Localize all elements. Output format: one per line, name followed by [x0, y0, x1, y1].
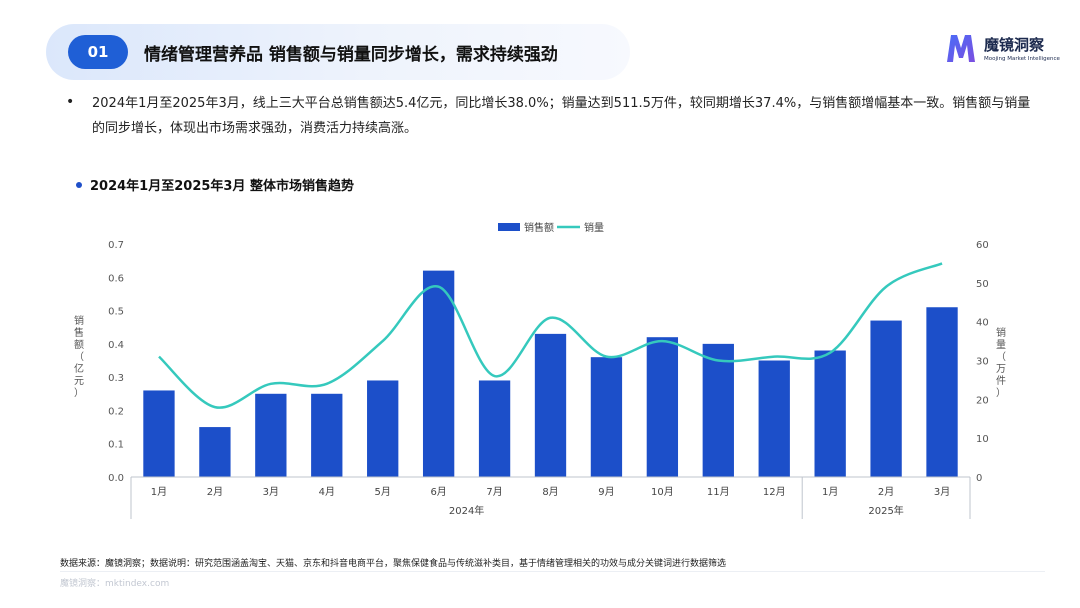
chart-container: 0.0 0.1 0.2 0.3 0.4 0.5 0.6 0.7 0 10 20 30 40 50 60 销售额…: [0, 200, 1080, 530]
chart-heading: 2024年1月至2025年3月 整体市场销售趋势: [76, 175, 354, 194]
x-tick-label: 1月: [151, 486, 167, 498]
bar-sales: [311, 393, 343, 477]
x-tick-label: 11月: [707, 486, 730, 498]
y-left-tick-label: 0.3: [108, 373, 124, 384]
bar-sales: [478, 380, 511, 477]
y-right-tick-label: 40: [976, 318, 989, 329]
chart-heading-text: 2024年1月至2025年3月 整体市场销售趋势: [90, 179, 354, 194]
bar-sales: [590, 357, 623, 477]
y-right-tick-label: 30: [976, 357, 989, 368]
line-volume: [158, 262, 943, 409]
footer-divider: [60, 571, 1045, 572]
bar-sales: [534, 333, 567, 477]
y-left-tick-label: 0.0: [108, 473, 124, 484]
bar-sales: [255, 393, 287, 477]
year-group-label: 2025年: [868, 504, 903, 517]
brand-logo: 魔镜洞察 Moojing Market Intelligence: [944, 32, 1060, 68]
bar-sales: [870, 320, 902, 477]
legend-swatch-sales: [498, 223, 520, 231]
header-banner: [46, 24, 630, 80]
bar-sales: [646, 337, 679, 477]
brand-mark-icon: [947, 35, 975, 62]
y-left-tick-label: 0.4: [108, 340, 124, 351]
y-left-tick-label: 0.5: [108, 307, 124, 318]
bar-sales: [758, 360, 790, 477]
y-right-tick-label: 60: [976, 240, 989, 251]
y-left-tick-label: 0.2: [108, 406, 124, 417]
x-tick-label: 1月: [822, 486, 838, 498]
legend-label-sales: 销售额: [524, 221, 554, 234]
x-tick-label: 8月: [542, 486, 558, 498]
bar-sales: [367, 380, 399, 477]
y-right-tick-label: 0: [976, 473, 982, 484]
footer-site: 魔镜洞察：mktindex.com: [60, 579, 170, 589]
x-tick-label: 7月: [486, 486, 502, 498]
legend-label-volume: 销量: [584, 221, 604, 234]
source-note: 数据来源：魔镜洞察；数据说明：研究范围涵盖淘宝、天猫、京东和抖音电商平台，聚焦保…: [60, 559, 727, 569]
y-left-tick-label: 0.6: [108, 273, 124, 284]
bullet-point: •: [66, 94, 75, 110]
y-left-tick-label: 0.1: [108, 440, 124, 451]
bar-sales: [814, 350, 846, 477]
bar-sales: [926, 307, 958, 477]
bar-sales: [199, 427, 231, 477]
year-group-label: 2024年: [449, 504, 484, 517]
heading-dot-icon: [76, 181, 82, 188]
summary-text: 2024年1月至2025年3月，线上三大平台总销售额达5.4亿元，同比增长38.…: [92, 96, 1031, 136]
x-tick-label: 4月: [319, 486, 335, 498]
bar-sales: [143, 390, 175, 477]
bar-sales: [702, 343, 734, 477]
x-tick-label: 3月: [263, 486, 279, 498]
y-right-tick-label: 20: [976, 395, 989, 406]
y-left-axis-title: 销售额（亿元）: [74, 314, 84, 399]
x-tick-label: 12月: [763, 486, 786, 498]
y-right-axis-title: 销量（万件）: [996, 326, 1006, 399]
bar-sales: [422, 270, 455, 477]
y-left-tick-label: 0.7: [108, 240, 124, 251]
x-tick-label: 9月: [598, 486, 614, 498]
section-number-badge: 01: [68, 35, 128, 69]
brand-tagline: Moojing Market Intelligence: [984, 56, 1060, 62]
y-right-tick-label: 50: [976, 279, 989, 290]
x-tick-label: 2月: [878, 486, 894, 498]
page-title: 情绪管理营养品 销售额与销量同步增长，需求持续强劲: [144, 45, 558, 65]
x-tick-label: 3月: [934, 486, 950, 498]
x-tick-label: 2月: [207, 486, 223, 498]
brand-name: 魔镜洞察: [984, 36, 1045, 54]
x-tick-label: 6月: [430, 486, 446, 498]
sales-trend-chart: 0.0 0.1 0.2 0.3 0.4 0.5 0.6 0.7 0 10 20 30 40 50 60 销售额…: [74, 221, 1006, 519]
y-right-tick-label: 10: [976, 434, 989, 445]
x-tick-label: 10月: [651, 486, 674, 498]
x-tick-label: 5月: [375, 486, 391, 498]
